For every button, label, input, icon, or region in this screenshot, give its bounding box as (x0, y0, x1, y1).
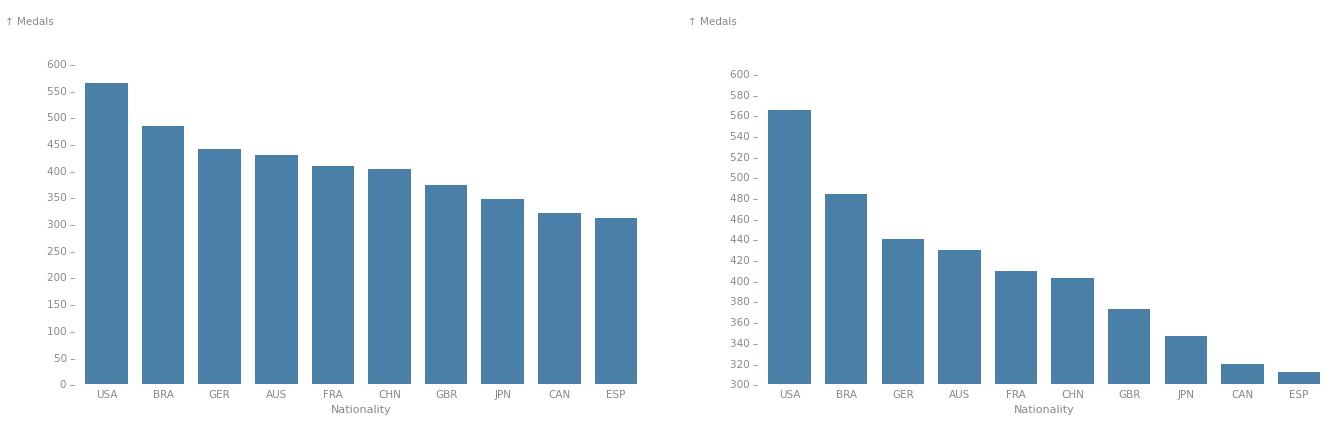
X-axis label: Nationality: Nationality (1013, 405, 1075, 415)
Bar (594, 218, 637, 384)
Bar (368, 169, 411, 384)
Bar (142, 126, 184, 384)
Bar (938, 250, 981, 432)
Bar (825, 194, 867, 432)
Text: ↑ Medals: ↑ Medals (4, 17, 54, 27)
Bar (255, 155, 297, 384)
X-axis label: Nationality: Nationality (331, 405, 391, 415)
Bar (995, 271, 1038, 432)
Bar (481, 199, 524, 384)
Bar (1051, 278, 1094, 432)
Bar (882, 239, 925, 432)
Bar (769, 110, 810, 432)
Bar (538, 213, 581, 384)
Bar (312, 166, 353, 384)
Bar (1165, 336, 1207, 432)
Bar (1278, 372, 1320, 432)
Bar (425, 185, 468, 384)
Bar (1107, 309, 1150, 432)
Bar (199, 149, 241, 384)
Bar (85, 83, 128, 384)
Bar (1222, 364, 1263, 432)
Text: ↑ Medals: ↑ Medals (688, 17, 737, 27)
